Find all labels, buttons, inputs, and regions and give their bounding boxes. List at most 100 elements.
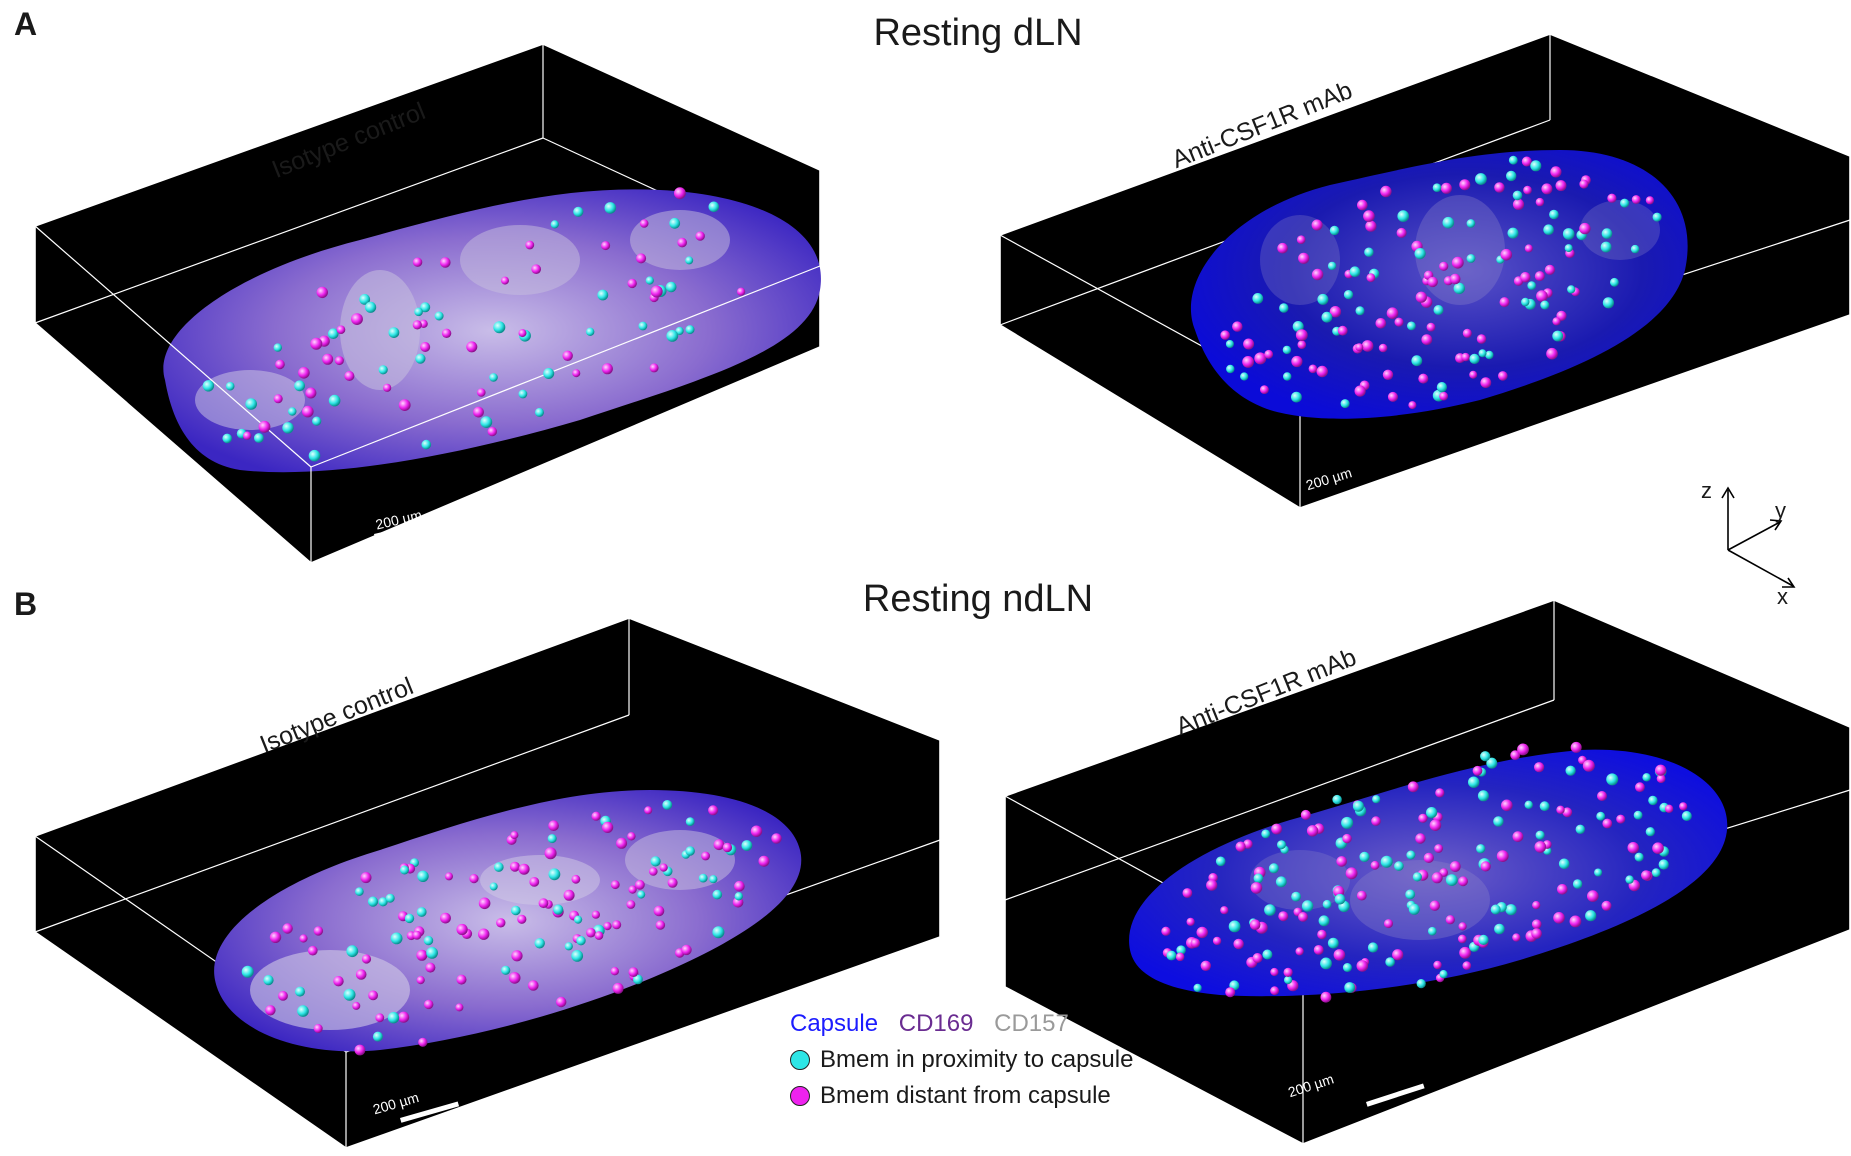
bmem-proximal-sphere <box>1596 811 1606 821</box>
bmem-proximal-sphere <box>1359 851 1370 863</box>
bmem-proximal-sphere <box>1332 794 1342 805</box>
bmem-distant-sphere <box>626 900 636 909</box>
bmem-proximal-sphere <box>400 865 409 875</box>
bmem-distant-sphere <box>1220 330 1230 340</box>
bmem-proximal-sphere <box>1334 893 1346 905</box>
bmem-distant-sphere <box>1313 945 1324 955</box>
bmem-distant-sphere <box>1418 813 1428 823</box>
bmem-proximal-sphere <box>1543 224 1554 235</box>
bmem-proximal-sphere <box>1506 170 1517 182</box>
bmem-proximal-sphere <box>423 935 434 946</box>
bmem-distant-sphere <box>1512 933 1521 942</box>
bmem-proximal-sphere <box>1642 773 1651 782</box>
panel-letter-b: B <box>14 586 38 622</box>
bmem-distant-sphere <box>627 278 637 289</box>
bmem-proximal-sphere <box>1166 950 1177 961</box>
bmem-proximal-sphere <box>1469 353 1480 364</box>
bmem-proximal-sphere <box>245 398 257 410</box>
bmem-distant-sphere <box>354 1044 366 1056</box>
bmem-distant-sphere <box>1429 819 1442 831</box>
bmem-distant-sphere <box>355 969 367 980</box>
bmem-proximal-sphere <box>225 381 235 391</box>
bmem-proximal-sphere <box>534 938 545 949</box>
bmem-proximal-sphere <box>501 965 511 975</box>
bmem-distant-sphere <box>269 931 282 943</box>
bmem-proximal-sphere <box>1480 751 1491 762</box>
bmem-proximal-sphere <box>1478 349 1487 358</box>
bmem-distant-sphere <box>1196 926 1208 939</box>
bmem-distant-sphere <box>572 369 581 378</box>
legend-proximal: Bmem in proximity to capsule <box>790 1046 1133 1074</box>
bmem-proximal-sphere <box>1252 293 1264 304</box>
legend-proximal-label: Bmem in proximity to capsule <box>820 1046 1134 1073</box>
bmem-distant-sphere <box>695 231 705 241</box>
bmem-distant-sphere <box>298 367 310 379</box>
bmem-proximal-sphere <box>709 875 718 884</box>
bmem-proximal-sphere <box>1318 915 1330 927</box>
bmem-proximal-sphere <box>708 201 720 213</box>
bmem-distant-sphere <box>360 872 372 884</box>
bmem-proximal-sphere <box>1406 850 1416 860</box>
bmem-distant-sphere <box>1316 365 1328 378</box>
bmem-distant-sphere <box>758 855 770 867</box>
bmem-distant-sphere <box>1480 861 1491 872</box>
bmem-distant-sphere <box>644 806 653 815</box>
bmem-distant-sphere <box>1534 762 1545 773</box>
bmem-distant-sphere <box>412 320 422 330</box>
bmem-distant-sphere <box>1333 949 1346 961</box>
bmem-proximal-sphere <box>1394 861 1404 871</box>
bmem-distant-sphere <box>1298 912 1308 922</box>
bmem-distant-sphere <box>1175 952 1185 962</box>
bmem-distant-sphere <box>1541 183 1553 195</box>
bmem-proximal-sphere <box>1572 879 1583 889</box>
bmem-distant-sphere <box>1384 919 1393 929</box>
bmem-proximal-sphere <box>355 887 364 896</box>
bmem-proximal-sphere <box>294 380 305 392</box>
bmem-distant-sphere <box>1243 338 1255 350</box>
bmem-proximal-sphere <box>1355 306 1365 316</box>
legend: Capsule CD169 CD157 Bmem in proximity to… <box>790 1010 1133 1110</box>
bmem-distant-sphere <box>518 863 530 875</box>
bmem-proximal-sphere <box>698 873 708 883</box>
bmem-proximal-sphere <box>1567 285 1576 294</box>
render-b-anti <box>1004 599 1851 1145</box>
bmem-proximal-sphere <box>420 302 431 313</box>
bmem-proximal-sphere <box>494 862 504 872</box>
bmem-proximal-sphere <box>573 206 584 217</box>
bmem-distant-sphere <box>334 356 344 366</box>
bmem-distant-sphere <box>478 897 491 910</box>
bmem-distant-sphere <box>1579 222 1591 235</box>
axis-y-label: y <box>1775 498 1786 523</box>
bmem-distant-sphere <box>1431 872 1443 884</box>
bmem-distant-sphere <box>1582 759 1595 772</box>
bmem-distant-sphere <box>1375 318 1387 329</box>
bmem-distant-sphere <box>1597 791 1607 801</box>
bmem-distant-sphere <box>305 387 317 399</box>
bmem-distant-sphere <box>1270 967 1279 977</box>
bmem-distant-sphere <box>1300 809 1311 820</box>
bmem-distant-sphere <box>1421 334 1433 345</box>
bmem-proximal-sphere <box>241 965 254 978</box>
bmem-proximal-sphere <box>1486 757 1498 769</box>
bmem-distant-sphere <box>275 359 285 370</box>
bmem-distant-sphere <box>508 972 521 984</box>
bmem-proximal-sphere <box>359 294 371 305</box>
bmem-distant-sphere <box>734 880 745 892</box>
bmem-proximal-sphere <box>372 1031 383 1042</box>
bmem-proximal-sphere <box>367 896 379 907</box>
bmem-proximal-sphere <box>535 407 544 417</box>
bmem-distant-sphere <box>1271 823 1282 835</box>
bmem-proximal-sphere <box>576 936 586 946</box>
bmem-distant-sphere <box>1500 248 1513 261</box>
bmem-distant-sphere <box>1517 743 1529 756</box>
bmem-proximal-sphere <box>1658 859 1669 870</box>
bmem-distant-sphere <box>1311 268 1324 281</box>
bmem-proximal-sphere <box>1426 807 1438 819</box>
bmem-distant-sphere <box>1232 321 1243 332</box>
bmem-proximal-sphere <box>1262 949 1273 960</box>
bmem-distant-sphere <box>674 187 686 200</box>
bmem-distant-sphere <box>1408 401 1417 410</box>
bmem-proximal-sphere <box>1530 160 1542 172</box>
bmem-proximal-sphere <box>685 817 695 826</box>
bmem-distant-sphere <box>667 877 678 888</box>
